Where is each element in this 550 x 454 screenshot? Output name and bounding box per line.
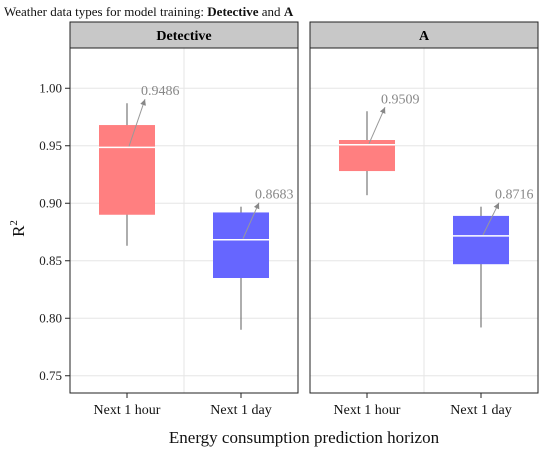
- y-tick-label: 0.75: [39, 368, 62, 383]
- box-0: 0.9509: [339, 92, 420, 196]
- y-tick-label: 0.80: [39, 310, 62, 325]
- figure-title-bold-2: A: [283, 4, 294, 19]
- y-axis-title-superscript: 2: [8, 220, 20, 226]
- y-tick-label: 0.90: [39, 195, 62, 210]
- figure-title-prefix: Weather data types for model training:: [4, 4, 208, 19]
- box-1: 0.8683: [213, 188, 294, 330]
- median-arrow: [482, 202, 500, 236]
- box-iqr: [453, 215, 509, 265]
- panel-0: Detective 0.9486 0.8683 Next 1 hour Next 1 d…: [69, 21, 299, 418]
- median-value-label: 0.9509: [381, 92, 420, 107]
- box-0: 0.9486: [99, 84, 180, 246]
- x-tick-label: Next 1 day: [450, 403, 511, 418]
- x-axis-title: Energy consumption prediction horizon: [169, 428, 440, 447]
- box-iqr: [99, 125, 155, 215]
- median-value-label: 0.8683: [255, 188, 294, 203]
- figure-title: Weather data types for model training: D…: [4, 4, 293, 20]
- y-axis-title-base: R: [9, 225, 28, 237]
- box-iqr: [213, 212, 269, 278]
- median-arrow: [242, 202, 260, 239]
- figure-title-mid: and: [258, 4, 284, 19]
- median-value-label: 0.8716: [495, 188, 534, 203]
- x-tick-label: Next 1 hour: [334, 403, 401, 418]
- median-value-label: 0.9486: [141, 84, 180, 99]
- panel-border: [309, 47, 539, 394]
- y-tick-label: 0.85: [39, 253, 62, 268]
- median-arrow: [368, 107, 386, 144]
- x-tick-label: Next 1 day: [210, 403, 271, 418]
- y-tick-label: 1.00: [39, 80, 62, 95]
- panel-strip-label: A: [419, 29, 430, 44]
- box-1: 0.8716: [453, 188, 534, 328]
- x-tick-label: Next 1 hour: [94, 403, 161, 418]
- panel-strip: [309, 21, 539, 49]
- panel-strip: [69, 21, 299, 49]
- panel-border: [69, 47, 299, 394]
- median-arrow: [128, 99, 146, 147]
- panel-1: A 0.9509 0.8716 Next 1 hour Next 1 day: [309, 21, 539, 418]
- panel-strip-label: Detective: [156, 29, 211, 44]
- figure-title-bold-1: Detective: [207, 4, 259, 19]
- y-axis-title: R2: [8, 220, 28, 237]
- y-tick-label: 0.95: [39, 138, 62, 153]
